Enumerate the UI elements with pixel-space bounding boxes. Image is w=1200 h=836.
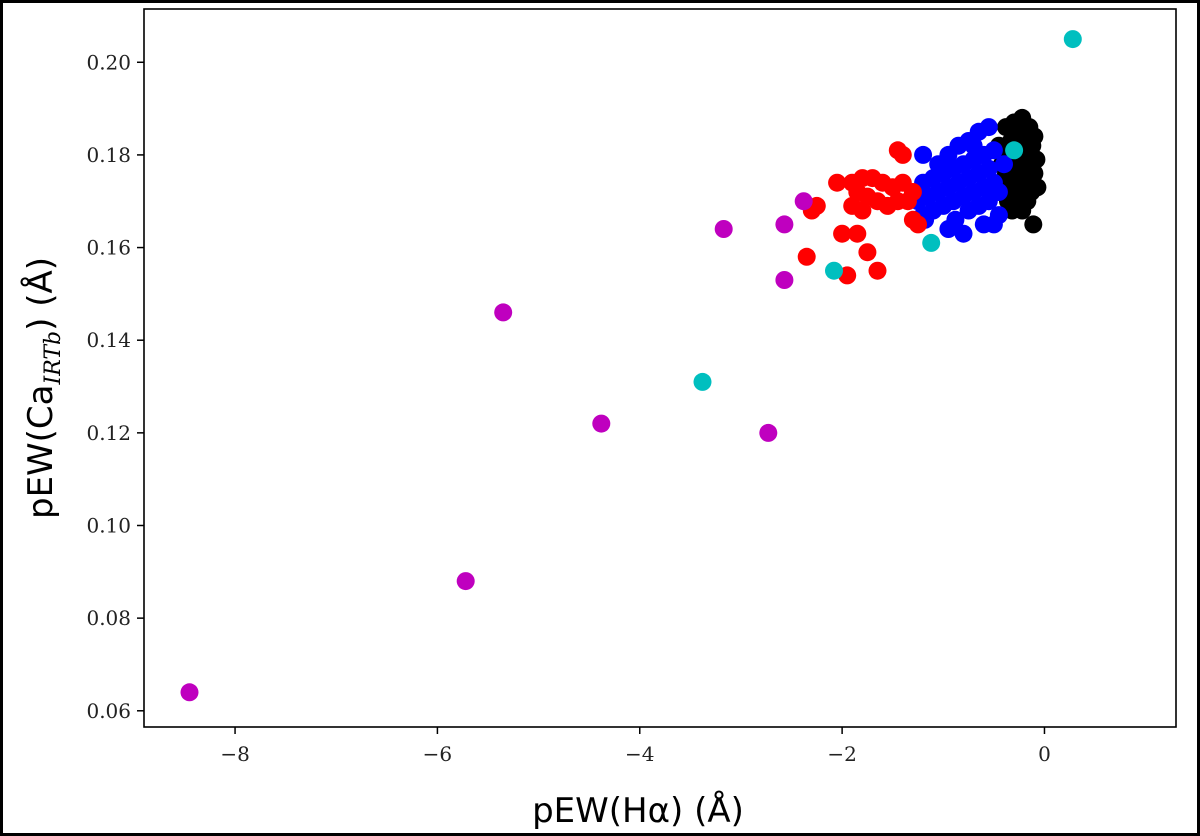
data-point-s3-0 (180, 683, 199, 702)
data-point-s1-39 (964, 136, 983, 155)
y-tick-label: 0.14 (86, 328, 131, 352)
data-point-s1-35 (954, 224, 973, 243)
data-point-s2-25 (909, 215, 927, 234)
data-point-s2-27 (898, 192, 917, 211)
data-point-s4-2 (922, 233, 941, 252)
data-point-s2-21 (797, 247, 816, 266)
data-point-s0-39 (1007, 183, 1026, 201)
data-point-s4-4 (693, 372, 712, 391)
ticks-layer: −8 −6 −4 −2 0 0.06 0.08 0.10 0.12 0.14 0.16 0.18 0.2… (86, 50, 1050, 766)
data-point-s3-8 (794, 192, 813, 211)
data-point-s2-19 (848, 224, 867, 243)
data-point-s0-35 (1013, 201, 1032, 220)
data-point-s2-17 (853, 201, 872, 220)
y-axis-label-end: ) (Å) (20, 257, 61, 331)
x-tick-label: −4 (625, 742, 654, 766)
data-point-s1-41 (989, 183, 1008, 201)
data-point-s3-3 (759, 423, 778, 442)
y-tick-label: 0.18 (86, 143, 131, 167)
data-point-s3-5 (714, 220, 733, 238)
y-tick-label: 0.08 (86, 606, 131, 630)
x-axis-label: pEW(Hα) (Å) (532, 790, 744, 831)
data-point-s2-4 (828, 173, 847, 192)
data-point-s4-0 (1063, 30, 1082, 49)
data-point-s3-6 (775, 271, 794, 289)
data-point-s3-7 (775, 215, 794, 234)
data-point-s3-4 (494, 303, 513, 322)
data-point-s1-42 (929, 155, 948, 174)
y-tick-label: 0.16 (86, 236, 131, 260)
y-tick-label: 0.06 (86, 699, 131, 723)
y-axis-label-main: pEW(Ca (21, 384, 61, 519)
x-tick-label: −6 (423, 742, 452, 766)
data-point-s2-23 (868, 261, 887, 280)
data-point-s0-38 (1015, 122, 1034, 141)
x-tick-label: 0 (1038, 742, 1051, 766)
data-point-s2-1 (893, 145, 912, 164)
data-point-s0-36 (1024, 215, 1043, 234)
data-point-s3-1 (456, 572, 475, 591)
plot-area (143, 8, 1177, 728)
y-tick-label: 0.12 (86, 421, 131, 445)
y-axis-label-subscript: IRTb (41, 331, 66, 386)
data-point-s1-32 (959, 201, 978, 220)
y-tick-label: 0.20 (86, 50, 131, 74)
points-layer (180, 30, 1082, 702)
x-tick-label: −8 (220, 742, 249, 766)
data-point-s4-3 (825, 261, 843, 280)
data-point-s1-40 (995, 155, 1013, 174)
data-point-s1-0 (914, 145, 933, 164)
data-point-s1-43 (946, 210, 965, 229)
x-tick-label: −2 (827, 742, 856, 766)
data-point-s1-38 (984, 215, 1003, 234)
data-point-s2-18 (833, 224, 852, 243)
data-point-s4-1 (1005, 141, 1024, 160)
y-axis-label: pEW(CaIRTb) (Å) (20, 257, 66, 519)
data-point-s2-20 (858, 243, 877, 262)
data-point-s3-2 (592, 414, 611, 433)
y-tick-label: 0.10 (86, 513, 131, 537)
